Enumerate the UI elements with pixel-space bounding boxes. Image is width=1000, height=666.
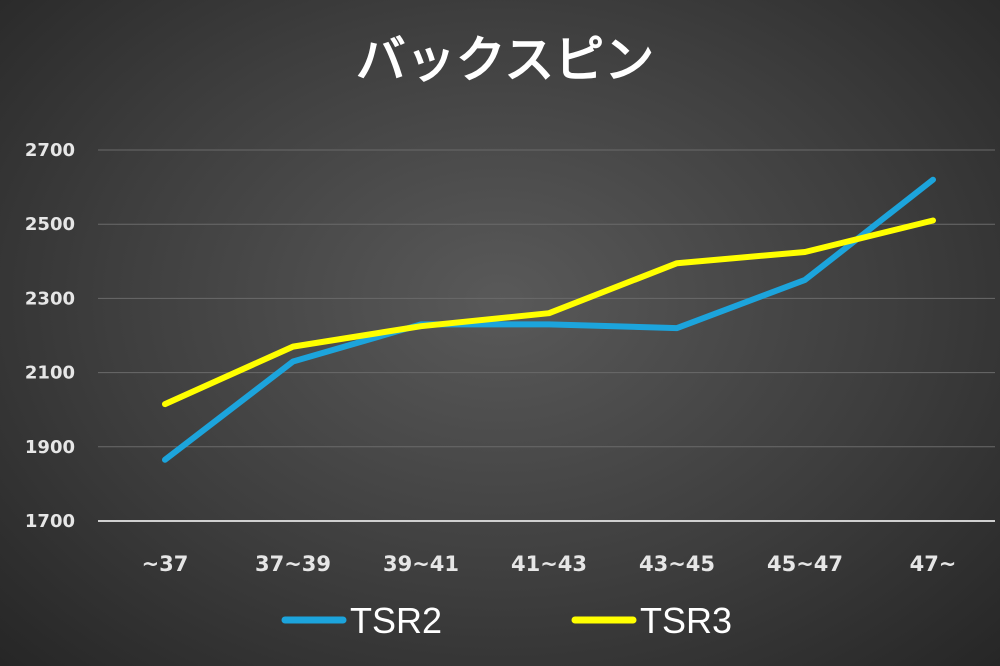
x-tick-label: 43~45	[639, 552, 715, 576]
y-tick-label: 2700	[25, 140, 75, 161]
y-axis-ticks: 1700 1900 2100 2300 2500 2700	[25, 140, 75, 532]
series	[162, 176, 936, 463]
x-tick-label: ~37	[142, 552, 189, 576]
x-axis-ticks: ~37 37~39 39~41 41~43 43~45 45~47 47~	[142, 552, 957, 576]
grid	[98, 149, 995, 522]
y-tick-label: 1700	[25, 511, 75, 532]
y-tick-label: 2500	[25, 214, 75, 235]
y-tick-label: 2300	[25, 288, 75, 309]
series-line-tsr3	[162, 217, 936, 408]
legend-label-tsr3: TSR3	[640, 600, 732, 641]
chart-title: バックスピン	[356, 31, 655, 89]
series-line-tsr2	[162, 176, 936, 463]
x-tick-label: 47~	[910, 552, 957, 576]
x-tick-label: 37~39	[255, 552, 331, 576]
legend: TSR2 TSR3	[281, 600, 732, 641]
x-tick-label: 41~43	[511, 552, 587, 576]
x-tick-label: 39~41	[383, 552, 459, 576]
x-tick-label: 45~47	[767, 552, 843, 576]
legend-label-tsr2: TSR2	[350, 600, 442, 641]
y-tick-label: 2100	[25, 363, 75, 384]
y-tick-label: 1900	[25, 437, 75, 458]
